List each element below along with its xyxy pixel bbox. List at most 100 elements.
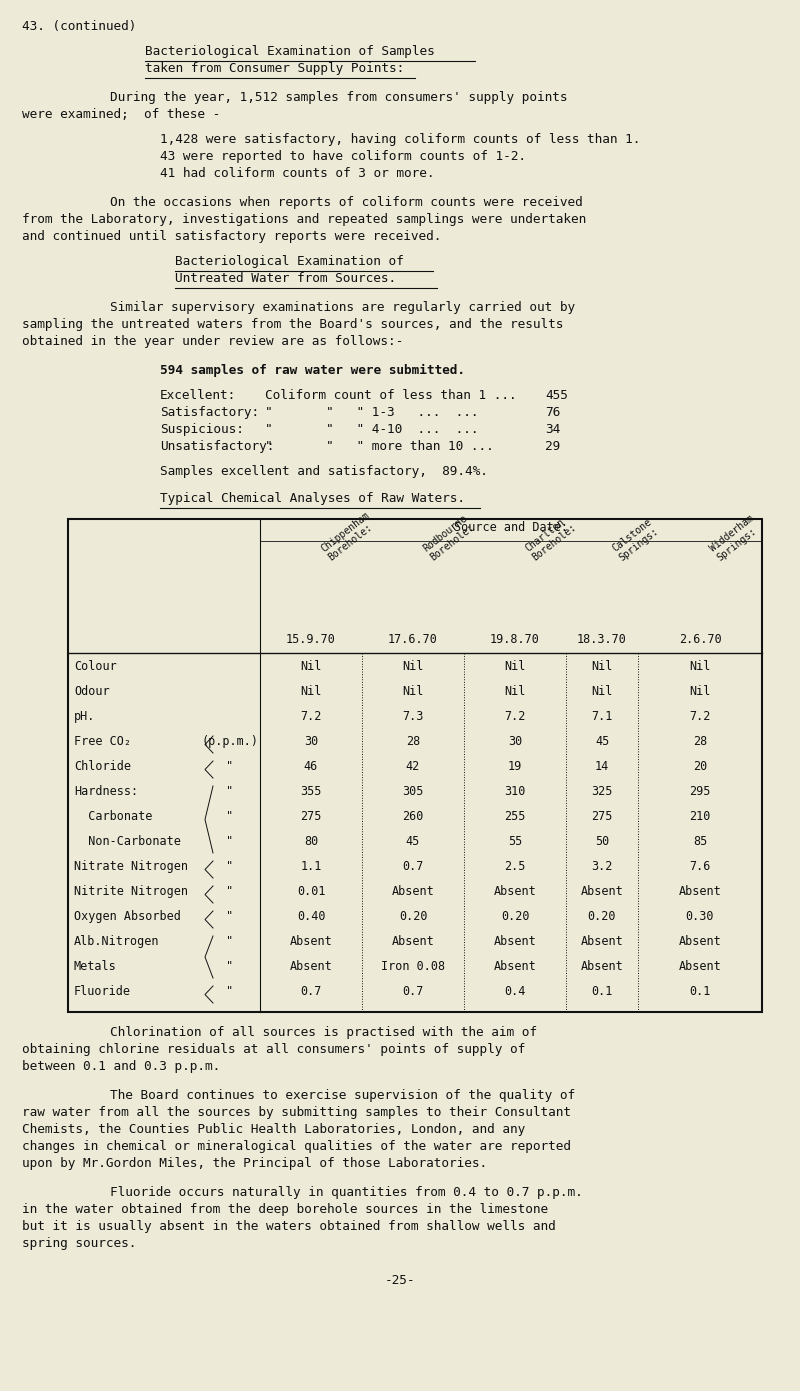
Text: Absent: Absent	[392, 935, 434, 949]
Text: Absent: Absent	[494, 960, 536, 972]
Text: Unsatisfactory:: Unsatisfactory:	[160, 440, 274, 453]
Text: Typical Chemical Analyses of Raw Waters.: Typical Chemical Analyses of Raw Waters.	[160, 492, 465, 505]
Text: Nil: Nil	[300, 659, 322, 673]
Text: Absent: Absent	[290, 960, 332, 972]
Text: Absent: Absent	[678, 960, 722, 972]
Text: Absent: Absent	[581, 885, 623, 899]
Text: 7.6: 7.6	[690, 860, 710, 874]
Text: 455: 455	[545, 389, 568, 402]
Text: from the Laboratory, investigations and repeated samplings were undertaken: from the Laboratory, investigations and …	[22, 213, 586, 225]
Text: Hardness:: Hardness:	[74, 785, 138, 798]
Text: Calstone
Springs:: Calstone Springs:	[610, 517, 660, 563]
Text: Oxygen Absorbed: Oxygen Absorbed	[74, 910, 181, 924]
Text: 0.7: 0.7	[300, 985, 322, 997]
Text: Iron 0.08: Iron 0.08	[381, 960, 445, 972]
Text: 275: 275	[591, 810, 613, 823]
Text: "       "   " 1-3   ...  ...: " " " 1-3 ... ...	[265, 406, 478, 419]
Text: 325: 325	[591, 785, 613, 798]
Text: pH.: pH.	[74, 709, 95, 723]
Text: 45: 45	[595, 734, 609, 748]
Text: "       "   " more than 10 ...: " " " more than 10 ...	[265, 440, 494, 453]
Text: (p.p.m.): (p.p.m.)	[202, 734, 258, 748]
Text: 42: 42	[406, 759, 420, 773]
Text: 28: 28	[406, 734, 420, 748]
Text: Excellent:: Excellent:	[160, 389, 236, 402]
Text: 2.6.70: 2.6.70	[678, 633, 722, 645]
Text: 7.2: 7.2	[300, 709, 322, 723]
Text: were examined;  of these -: were examined; of these -	[22, 108, 220, 121]
Text: Nil: Nil	[504, 659, 526, 673]
Text: taken from Consumer Supply Points:: taken from Consumer Supply Points:	[145, 63, 404, 75]
Text: 260: 260	[402, 810, 424, 823]
Text: 28: 28	[693, 734, 707, 748]
Text: -25-: -25-	[385, 1274, 415, 1287]
Text: changes in chemical or mineralogical qualities of the water are reported: changes in chemical or mineralogical qua…	[22, 1141, 571, 1153]
Text: 7.2: 7.2	[690, 709, 710, 723]
Text: 19: 19	[508, 759, 522, 773]
Text: sampling the untreated waters from the Board's sources, and the results: sampling the untreated waters from the B…	[22, 319, 563, 331]
Text: 15.9.70: 15.9.70	[286, 633, 336, 645]
Text: in the water obtained from the deep borehole sources in the limestone: in the water obtained from the deep bore…	[22, 1203, 548, 1216]
Text: The Board continues to exercise supervision of the quality of: The Board continues to exercise supervis…	[110, 1089, 575, 1102]
Text: 0.20: 0.20	[398, 910, 427, 924]
Text: Nil: Nil	[690, 684, 710, 698]
Text: 2.5: 2.5	[504, 860, 526, 874]
Text: Similar supervisory examinations are regularly carried out by: Similar supervisory examinations are reg…	[110, 300, 575, 314]
Text: 0.7: 0.7	[402, 985, 424, 997]
Text: Rodbourne
Borehole:: Rodbourne Borehole:	[421, 513, 476, 563]
Text: Nil: Nil	[402, 659, 424, 673]
Text: ": "	[226, 885, 234, 899]
Text: 7.3: 7.3	[402, 709, 424, 723]
Text: Bacteriological Examination of Samples: Bacteriological Examination of Samples	[145, 45, 434, 58]
Text: 20: 20	[693, 759, 707, 773]
Text: Alb.Nitrogen: Alb.Nitrogen	[74, 935, 159, 949]
Text: Odour: Odour	[74, 684, 110, 698]
Text: 0.4: 0.4	[504, 985, 526, 997]
Text: and continued until satisfactory reports were received.: and continued until satisfactory reports…	[22, 230, 442, 243]
Text: Absent: Absent	[581, 935, 623, 949]
Text: raw water from all the sources by submitting samples to their Consultant: raw water from all the sources by submit…	[22, 1106, 571, 1118]
Text: Chloride: Chloride	[74, 759, 131, 773]
Text: ": "	[226, 759, 234, 773]
Text: Nil: Nil	[504, 684, 526, 698]
Text: Absent: Absent	[581, 960, 623, 972]
Text: Metals: Metals	[74, 960, 117, 972]
Text: Absent: Absent	[494, 885, 536, 899]
Text: 0.20: 0.20	[501, 910, 530, 924]
Text: Fluoride: Fluoride	[74, 985, 131, 997]
Text: Source and Date:: Source and Date:	[454, 522, 568, 534]
Text: Absent: Absent	[290, 935, 332, 949]
Text: Charlton
Borehole:: Charlton Borehole:	[523, 513, 578, 563]
Text: Samples excellent and satisfactory,  89.4%.: Samples excellent and satisfactory, 89.4…	[160, 465, 488, 479]
Text: Untreated Water from Sources.: Untreated Water from Sources.	[175, 273, 396, 285]
Text: 0.1: 0.1	[690, 985, 710, 997]
Text: spring sources.: spring sources.	[22, 1237, 136, 1251]
Text: Widderham
Springs:: Widderham Springs:	[708, 513, 763, 563]
Text: ": "	[226, 960, 234, 972]
Text: 0.40: 0.40	[297, 910, 326, 924]
Text: 85: 85	[693, 835, 707, 849]
Text: 310: 310	[504, 785, 526, 798]
Text: 0.01: 0.01	[297, 885, 326, 899]
Text: Chlorination of all sources is practised with the aim of: Chlorination of all sources is practised…	[110, 1027, 537, 1039]
Text: Nitrite Nitrogen: Nitrite Nitrogen	[74, 885, 188, 899]
Text: upon by Mr.Gordon Miles, the Principal of those Laboratories.: upon by Mr.Gordon Miles, the Principal o…	[22, 1157, 487, 1170]
Text: obtained in the year under review are as follows:-: obtained in the year under review are as…	[22, 335, 403, 348]
Text: ": "	[226, 935, 234, 949]
Text: 43. (continued): 43. (continued)	[22, 19, 136, 33]
Text: 29: 29	[545, 440, 560, 453]
Text: 45: 45	[406, 835, 420, 849]
Text: 43 were reported to have coliform counts of 1-2.: 43 were reported to have coliform counts…	[160, 150, 526, 163]
Text: 34: 34	[545, 423, 560, 435]
Bar	[68, 519, 762, 1013]
Text: Nil: Nil	[690, 659, 710, 673]
Text: Absent: Absent	[678, 885, 722, 899]
Text: 50: 50	[595, 835, 609, 849]
Text: Nil: Nil	[300, 684, 322, 698]
Text: 1.1: 1.1	[300, 860, 322, 874]
Text: During the year, 1,512 samples from consumers' supply points: During the year, 1,512 samples from cons…	[110, 90, 567, 104]
Text: Nil: Nil	[591, 659, 613, 673]
Text: Non-Carbonate: Non-Carbonate	[74, 835, 181, 849]
Text: Fluoride occurs naturally in quantities from 0.4 to 0.7 p.p.m.: Fluoride occurs naturally in quantities …	[110, 1187, 582, 1199]
Text: 7.1: 7.1	[591, 709, 613, 723]
